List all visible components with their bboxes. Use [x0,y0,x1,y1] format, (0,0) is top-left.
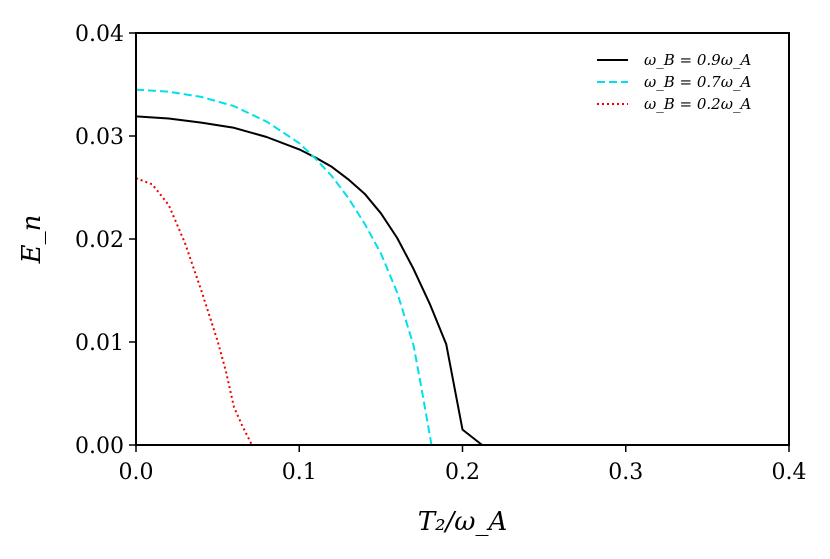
y-tick-label: 0.01 [75,331,124,356]
y-axis-label: E_n [17,215,47,265]
axis-ticks: 0.0 0.1 0.2 0.3 0.4 0.00 0.01 0.02 0.03 0.04 [75,22,806,485]
legend-label-1: ω_B = 0.9ω_A [644,51,751,69]
x-tick-label: 0.3 [608,460,643,485]
y-tick-label: 0.03 [75,125,124,150]
y-tick-label: 0.02 [75,228,124,253]
legend-label-2: ω_B = 0.7ω_A [644,73,751,91]
legend: ω_B = 0.9ω_A ω_B = 0.7ω_A ω_B = 0.2ω_A [597,51,751,113]
series-line-1 [135,115,789,446]
y-tick-label: 0.00 [75,434,124,459]
series-line-2 [135,88,433,446]
x-tick-label: 0.4 [772,460,807,485]
x-tick-label: 0.2 [445,460,480,485]
series-line-3 [135,177,253,446]
x-axis-label: T₂/ω_A [418,507,508,537]
series-lines [135,88,789,446]
x-tick-label: 0.1 [282,460,317,485]
x-tick-label: 0.0 [119,460,154,485]
y-tick-label: 0.04 [75,22,124,47]
legend-label-3: ω_B = 0.2ω_A [644,95,751,113]
